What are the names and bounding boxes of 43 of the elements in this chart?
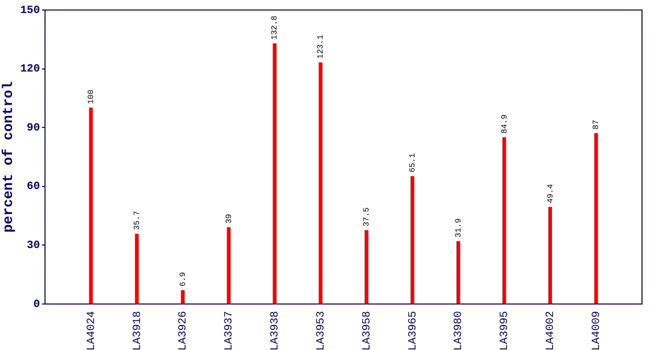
x-tick-label: LA3995 bbox=[499, 311, 512, 350]
x-tick-label: LA4024 bbox=[86, 310, 98, 350]
bar bbox=[135, 234, 139, 304]
bar bbox=[502, 137, 506, 304]
data-label: 49.4 bbox=[546, 184, 556, 204]
bar bbox=[364, 230, 368, 304]
y-tick-label: 90 bbox=[26, 122, 40, 134]
x-tick-label: LA3965 bbox=[407, 311, 420, 350]
y-tick-label: 120 bbox=[20, 64, 40, 76]
x-tick-label: LA3937 bbox=[224, 311, 236, 350]
x-tick-label: LA3918 bbox=[132, 311, 144, 350]
bar bbox=[456, 241, 460, 304]
data-label: 100 bbox=[87, 89, 96, 104]
data-label: 35.7 bbox=[132, 210, 142, 230]
y-tick-label: 60 bbox=[26, 181, 40, 194]
data-label: 39 bbox=[224, 214, 234, 224]
bar bbox=[318, 62, 322, 304]
bar bbox=[226, 227, 231, 304]
data-label: 37.5 bbox=[362, 207, 372, 226]
x-tick-label: LA3958 bbox=[361, 311, 374, 350]
data-label: 132.8 bbox=[270, 16, 280, 40]
bar bbox=[410, 176, 414, 304]
bar bbox=[180, 290, 185, 304]
x-tick-label: LA3980 bbox=[453, 311, 466, 350]
bar bbox=[272, 43, 276, 304]
x-tick-label: LA4002 bbox=[545, 311, 558, 350]
x-tick-label: LA3926 bbox=[178, 311, 190, 350]
data-label: 31.9 bbox=[454, 218, 464, 238]
x-tick-label: LA3938 bbox=[270, 311, 282, 350]
y-tick-label: 30 bbox=[26, 240, 40, 252]
x-tick-label: LA3953 bbox=[315, 311, 328, 350]
data-label: 84.9 bbox=[500, 114, 510, 134]
data-label: 65.1 bbox=[408, 153, 418, 172]
data-label: 6.9 bbox=[178, 272, 188, 286]
y-tick-label: 150 bbox=[20, 4, 40, 17]
y-axis-title: percent of control bbox=[0, 81, 17, 233]
bar bbox=[548, 206, 552, 304]
x-tick-label: LA4009 bbox=[590, 311, 603, 350]
bar bbox=[89, 108, 93, 304]
data-label: 87 bbox=[592, 120, 602, 130]
bar bbox=[594, 133, 598, 304]
data-label: 123.1 bbox=[316, 34, 326, 59]
y-tick-label: 0 bbox=[33, 298, 40, 311]
